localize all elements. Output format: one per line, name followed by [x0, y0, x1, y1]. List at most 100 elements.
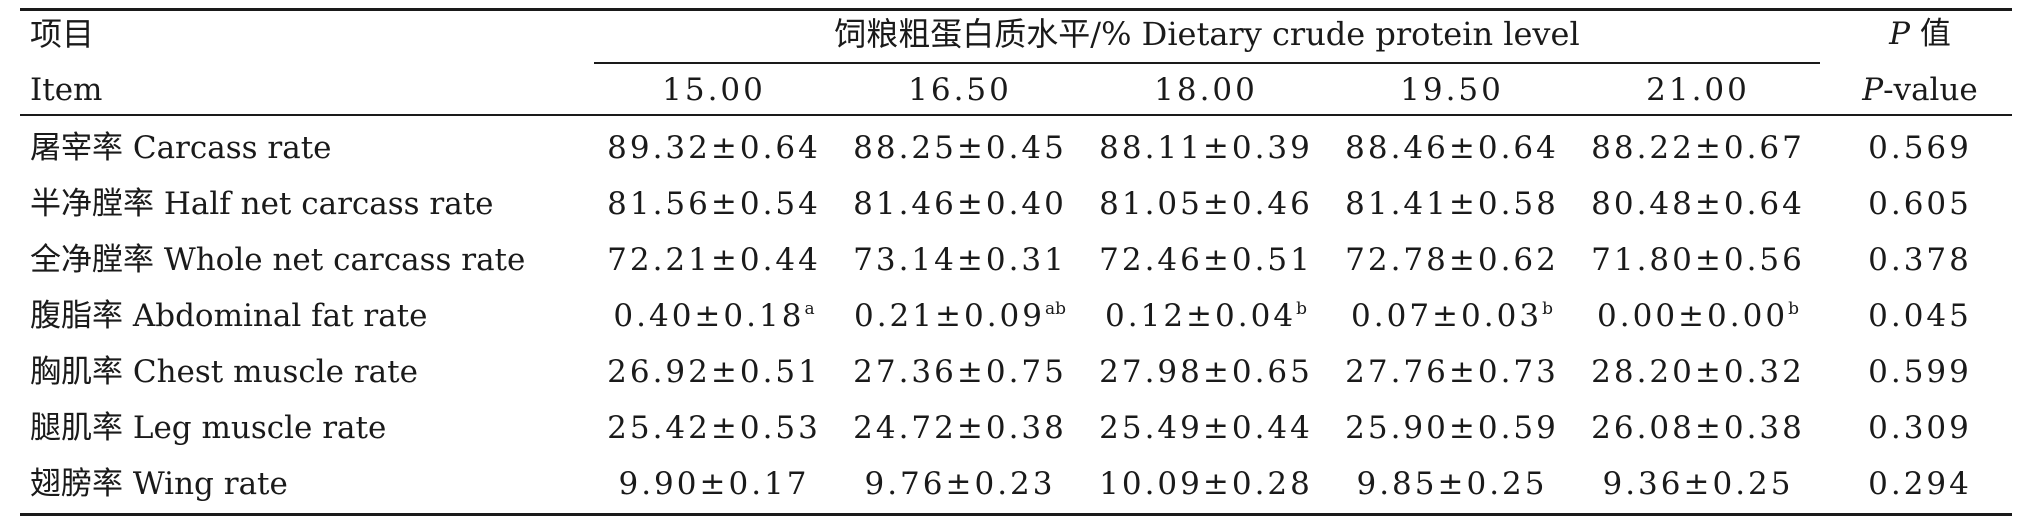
cell-value: 28.20±0.32 [1591, 354, 1805, 390]
p-value-cell: 0.045 [1868, 298, 1972, 334]
p-value-header-en: P-value [1820, 70, 2020, 110]
table-cell: 27.98±0.65 [1086, 352, 1326, 392]
table-cell: 25.42±0.53 [594, 408, 834, 448]
table-cell: 25.90±0.59 [1332, 408, 1572, 448]
row-label: 腿肌率 Leg muscle rate [30, 410, 387, 446]
table-row: 翅膀率 Wing rate 9.90±0.17 9.76±0.23 10.09±… [0, 464, 2032, 520]
table-cell: 26.92±0.51 [594, 352, 834, 392]
table-cell: 9.85±0.25 [1332, 464, 1572, 504]
cell-value: 25.90±0.59 [1345, 410, 1559, 446]
table-cell: 27.36±0.75 [840, 352, 1080, 392]
p-value-cell: 0.309 [1868, 410, 1972, 446]
table-cell: 72.21±0.44 [594, 240, 834, 280]
cell-superscript: b [1788, 299, 1799, 319]
cell-value: 0.12±0.04 [1105, 298, 1297, 334]
table-cell: 0.21±0.09ab [840, 296, 1080, 336]
table-row: 腹脂率 Abdominal fat rate 0.40±0.18a 0.21±0… [0, 296, 2032, 352]
cell-value: 0.07±0.03 [1351, 298, 1543, 334]
table-row: 屠宰率 Carcass rate 89.32±0.64 88.25±0.45 8… [0, 128, 2032, 184]
p-value-header-zh: P 值 [1820, 14, 2020, 54]
cell-value: 88.22±0.67 [1591, 130, 1805, 166]
table-cell: 9.36±0.25 [1578, 464, 1818, 504]
table-cell: 9.90±0.17 [594, 464, 834, 504]
cell-value: 26.92±0.51 [607, 354, 821, 390]
cell-value: 0.21±0.09 [853, 298, 1045, 334]
level-header: 18.00 [1154, 72, 1258, 108]
p-value-cell: 0.599 [1868, 354, 1972, 390]
group-header-rule [594, 62, 1820, 64]
table-cell: 81.56±0.54 [594, 184, 834, 224]
cell-value: 9.36±0.25 [1602, 466, 1794, 502]
table-top-rule [20, 8, 2012, 11]
table-cell: 88.22±0.67 [1578, 128, 1818, 168]
table-cell: 24.72±0.38 [840, 408, 1080, 448]
cell-value: 25.49±0.44 [1099, 410, 1313, 446]
table-cell: 71.80±0.56 [1578, 240, 1818, 280]
cell-value: 71.80±0.56 [1591, 242, 1805, 278]
cell-value: 9.76±0.23 [864, 466, 1056, 502]
cell-value: 24.72±0.38 [853, 410, 1067, 446]
cell-value: 80.48±0.64 [1591, 186, 1805, 222]
p-symbol: P [1862, 72, 1884, 108]
p-value-cell: 0.378 [1868, 242, 1972, 278]
row-label: 腹脂率 Abdominal fat rate [30, 298, 428, 334]
table-cell: 25.49±0.44 [1086, 408, 1326, 448]
cell-superscript: b [1542, 299, 1553, 319]
row-label: 翅膀率 Wing rate [30, 466, 288, 502]
table-cell: 0.40±0.18a [594, 296, 834, 336]
table-cell: 26.08±0.38 [1578, 408, 1818, 448]
p-value-cell: 0.294 [1868, 466, 1972, 502]
table-cell: 88.46±0.64 [1332, 128, 1572, 168]
cell-value: 88.11±0.39 [1099, 130, 1313, 166]
cell-value: 26.08±0.38 [1591, 410, 1805, 446]
cell-value: 81.56±0.54 [607, 186, 821, 222]
cell-value: 27.76±0.73 [1345, 354, 1559, 390]
cell-superscript: a [804, 299, 815, 319]
table-row: 半净膛率 Half net carcass rate 81.56±0.54 81… [0, 184, 2032, 240]
table-cell: 72.78±0.62 [1332, 240, 1572, 280]
table-cell: 0.07±0.03b [1332, 296, 1572, 336]
table-cell: 80.48±0.64 [1578, 184, 1818, 224]
cell-value: 72.78±0.62 [1345, 242, 1559, 278]
table-bottom-rule [20, 513, 2012, 516]
group-header-title: 饲粮粗蛋白质水平/% Dietary crude protein level [834, 15, 1580, 53]
cell-value: 9.90±0.17 [618, 466, 810, 502]
level-header: 19.50 [1400, 72, 1504, 108]
table-cell: 89.32±0.64 [594, 128, 834, 168]
cell-value: 81.05±0.46 [1099, 186, 1313, 222]
cell-value: 25.42±0.53 [607, 410, 821, 446]
p-value-cell: 0.569 [1868, 130, 1972, 166]
table-cell: 88.11±0.39 [1086, 128, 1326, 168]
level-header: 21.00 [1646, 72, 1750, 108]
table-cell: 10.09±0.28 [1086, 464, 1326, 504]
cell-value: 10.09±0.28 [1099, 466, 1313, 502]
cell-value: 89.32±0.64 [607, 130, 821, 166]
cell-superscript: b [1296, 299, 1307, 319]
table-cell: 28.20±0.32 [1578, 352, 1818, 392]
table-row: 胸肌率 Chest muscle rate 26.92±0.51 27.36±0… [0, 352, 2032, 408]
item-header-en: Item [30, 72, 103, 108]
cell-value: 88.46±0.64 [1345, 130, 1559, 166]
row-label: 半净膛率 Half net carcass rate [30, 186, 494, 222]
row-label: 全净膛率 Whole net carcass rate [30, 242, 526, 278]
level-header: 16.50 [908, 72, 1012, 108]
row-label: 胸肌率 Chest muscle rate [30, 354, 418, 390]
table-header-rule [20, 114, 2012, 116]
table-cell: 81.41±0.58 [1332, 184, 1572, 224]
table-cell: 81.05±0.46 [1086, 184, 1326, 224]
cell-value: 0.00±0.00 [1597, 298, 1789, 334]
item-header-zh: 项目 [30, 15, 95, 53]
p-header-zh-suffix: 值 [1910, 16, 1951, 52]
cell-value: 27.98±0.65 [1099, 354, 1313, 390]
p-value-cell: 0.605 [1868, 186, 1972, 222]
table-cell: 27.76±0.73 [1332, 352, 1572, 392]
table-cell: 73.14±0.31 [840, 240, 1080, 280]
table-cell: 72.46±0.51 [1086, 240, 1326, 280]
table-cell: 0.12±0.04b [1086, 296, 1326, 336]
row-label: 屠宰率 Carcass rate [30, 130, 332, 166]
table-cell: 9.76±0.23 [840, 464, 1080, 504]
cell-value: 88.25±0.45 [853, 130, 1067, 166]
p-symbol: P [1889, 16, 1910, 52]
cell-value: 9.85±0.25 [1356, 466, 1548, 502]
